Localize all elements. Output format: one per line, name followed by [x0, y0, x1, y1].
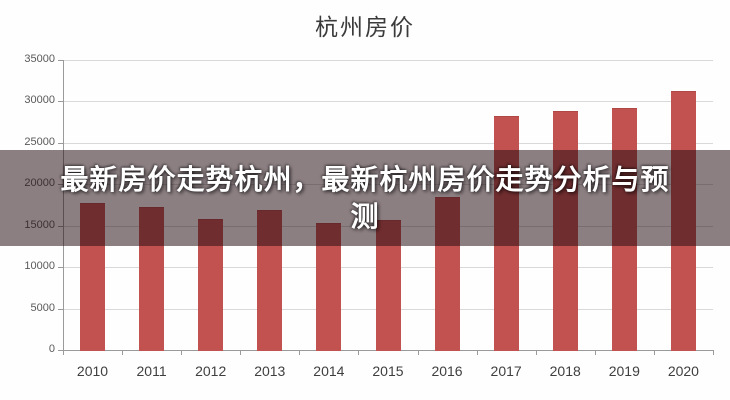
y-gridline — [63, 142, 713, 144]
x-axis-tick — [653, 350, 655, 355]
y-gridline — [63, 60, 713, 61]
headline-text-line2: 测 — [350, 201, 380, 232]
y-axis-tick — [58, 350, 63, 351]
y-axis-label: 35000 — [24, 53, 55, 65]
x-axis-tick — [63, 350, 64, 355]
x-axis-label-2019: 2019 — [608, 363, 640, 379]
headline-banner: 最新房价走势杭州，最新杭州房价走势分析与预 测 — [0, 150, 730, 246]
y-axis-label: 5000 — [30, 301, 55, 314]
y-axis-label: 0 — [48, 343, 55, 355]
x-axis-label-2018: 2018 — [549, 363, 581, 379]
headline-text-line1: 最新房价走势杭州，最新杭州房价走势分析与预 — [60, 164, 670, 195]
y-axis-label: 10000 — [24, 260, 55, 273]
y-axis-tick — [58, 60, 63, 61]
x-axis-label-2013: 2013 — [254, 363, 286, 379]
x-axis-tick — [299, 350, 301, 355]
x-axis-tick — [358, 350, 360, 355]
x-axis-tick — [181, 350, 183, 355]
x-axis-tick — [122, 350, 124, 355]
x-axis-tick — [417, 350, 419, 355]
x-axis-tick — [713, 350, 714, 355]
y-axis-label: 30000 — [24, 94, 55, 107]
x-axis-label-2016: 2016 — [431, 363, 463, 379]
y-gridline — [63, 101, 713, 103]
x-axis-label-2011: 2011 — [136, 363, 167, 379]
x-axis-tick — [594, 350, 596, 355]
x-axis-label-2017: 2017 — [490, 363, 522, 379]
y-axis-label: 25000 — [24, 135, 55, 148]
y-axis-tick — [58, 267, 63, 269]
y-axis-tick — [58, 101, 63, 103]
x-axis-label-2020: 2020 — [667, 363, 699, 379]
x-axis-label-2014: 2014 — [313, 363, 345, 379]
y-axis-tick — [58, 142, 63, 144]
x-axis-label-2015: 2015 — [372, 363, 404, 379]
y-axis-tick — [58, 308, 63, 310]
x-axis-tick — [476, 350, 478, 355]
x-axis-tick — [535, 350, 537, 355]
x-axis-label-2010: 2010 — [76, 363, 109, 379]
chart-title: 杭州房价 — [315, 15, 415, 41]
x-axis-label-2012: 2012 — [195, 363, 227, 379]
x-axis-tick — [240, 350, 242, 355]
